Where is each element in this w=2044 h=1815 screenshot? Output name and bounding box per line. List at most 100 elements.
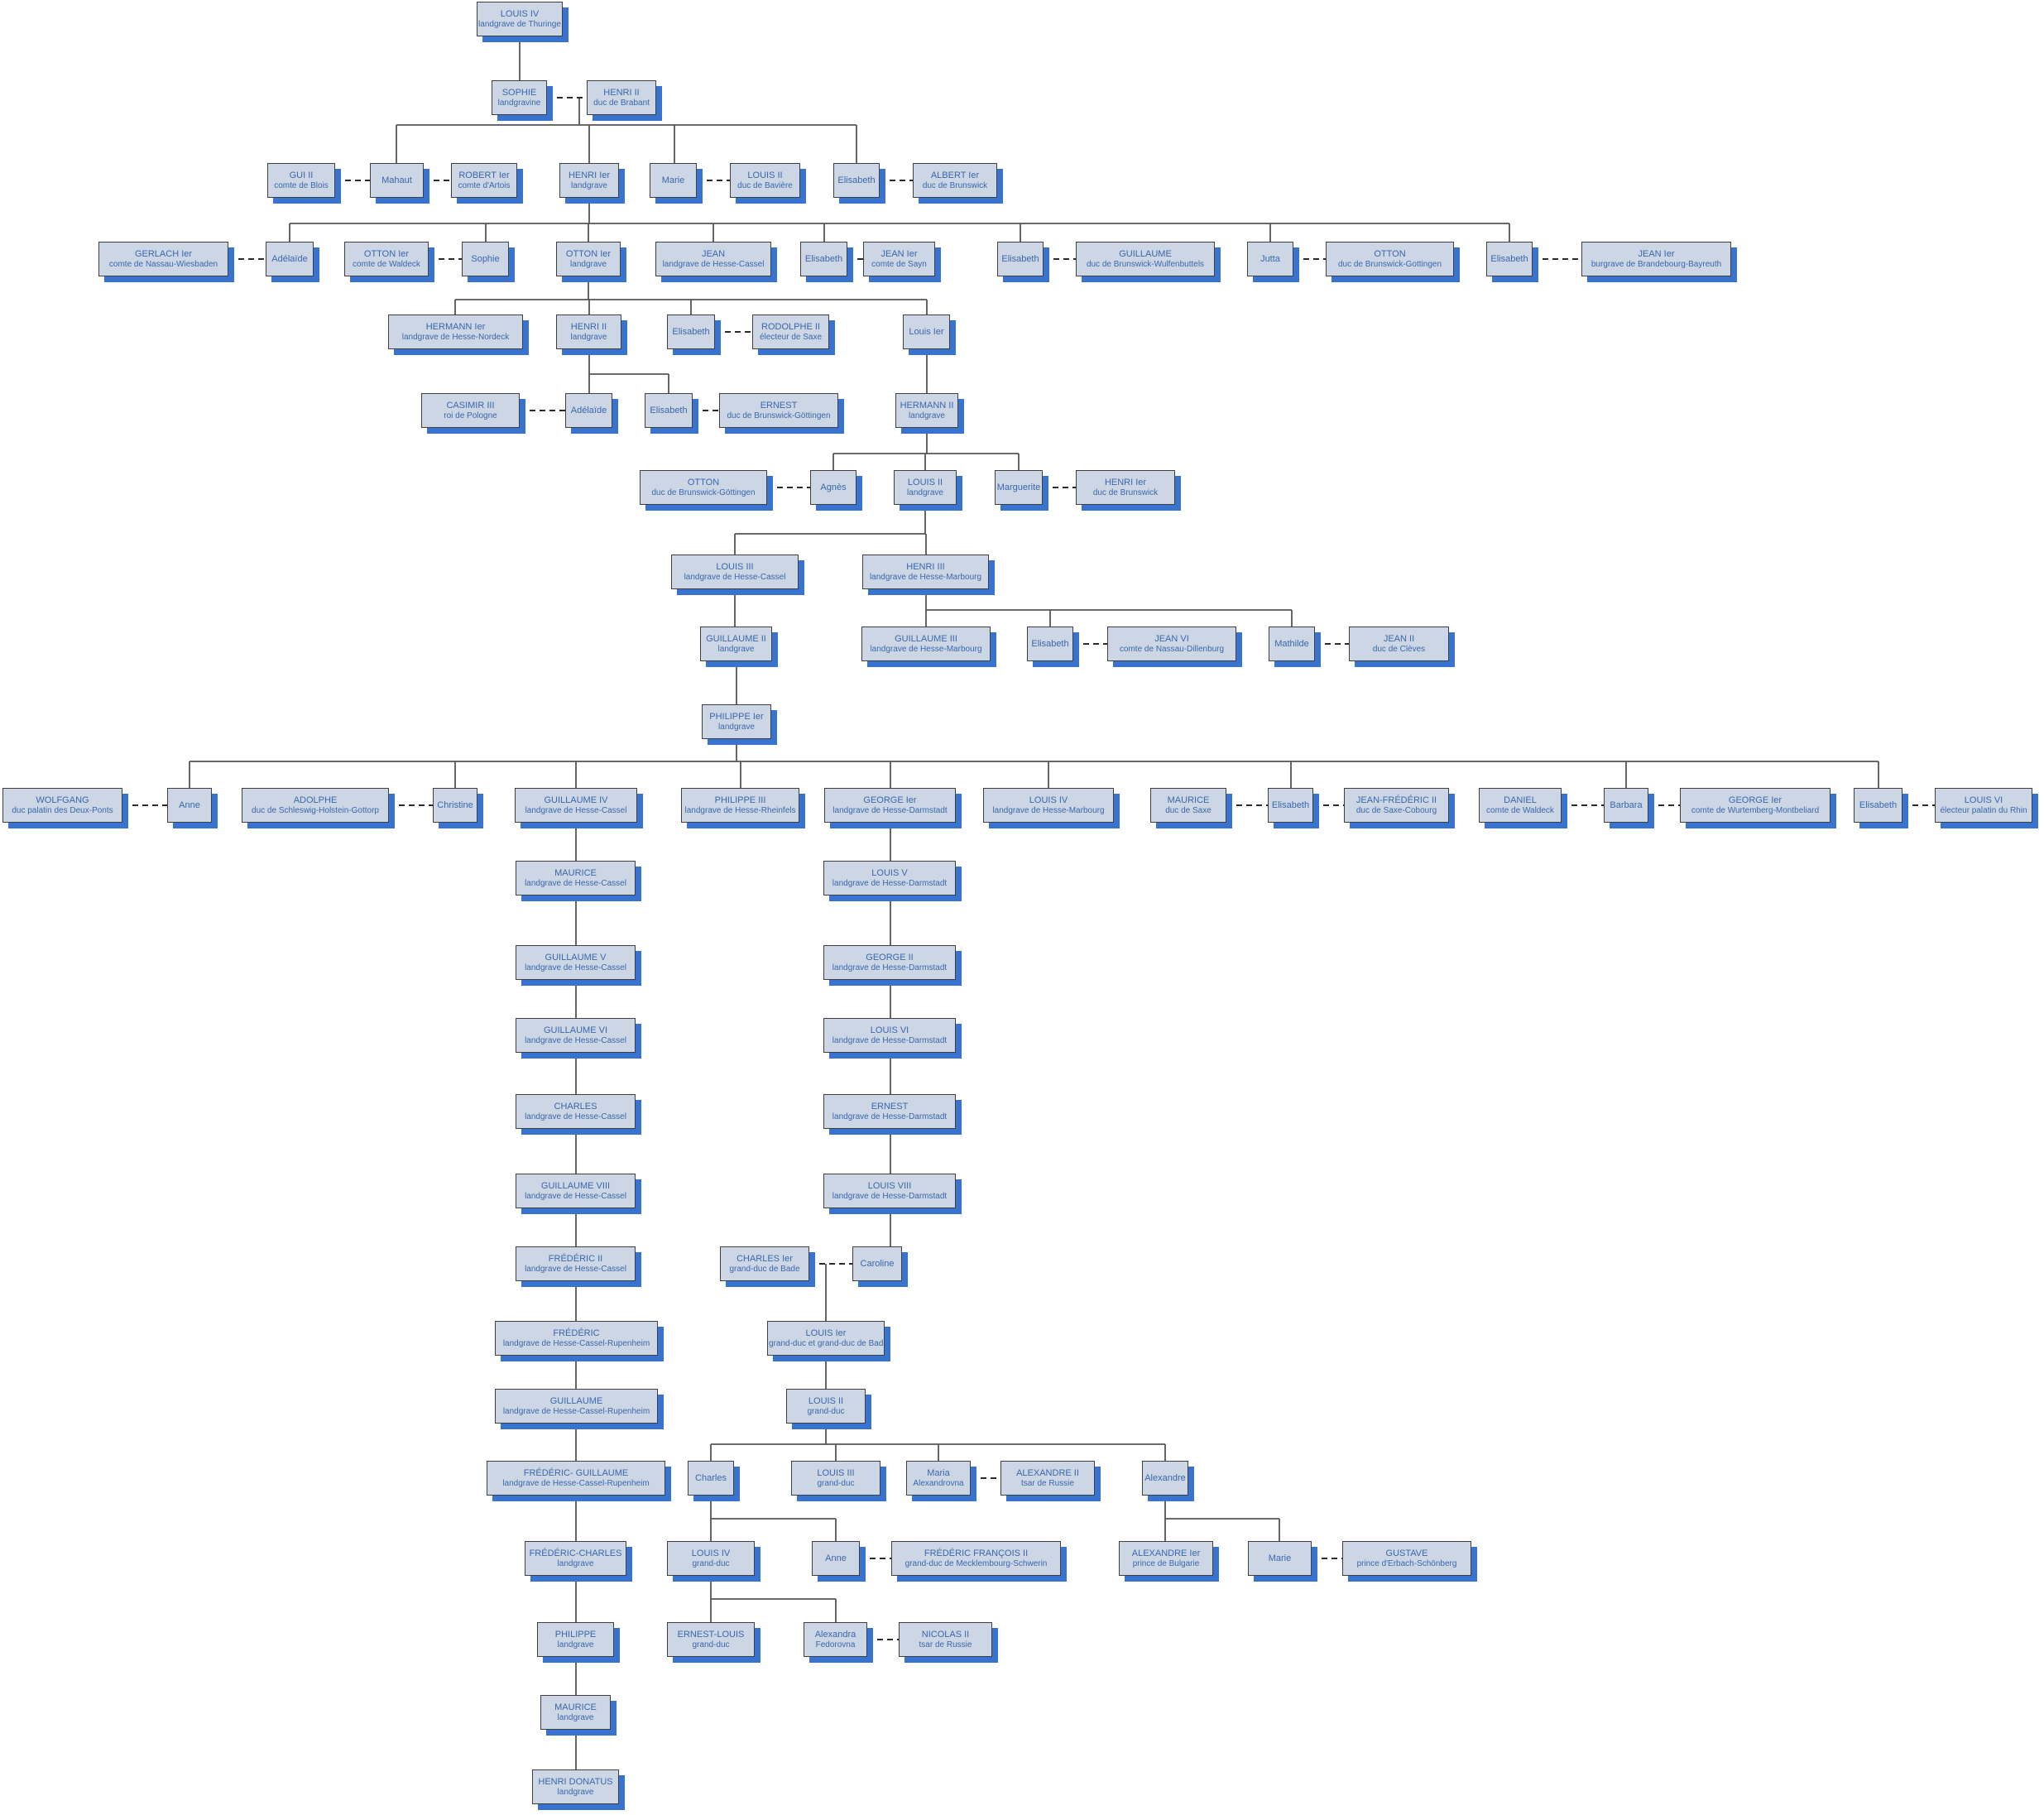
node-name: ADOLPHE <box>293 795 338 805</box>
tree-node-maurice-landgrave: MAURICE landgrave <box>540 1695 611 1730</box>
tree-node-sophie-b: Sophie <box>462 242 509 276</box>
node-name: Marie <box>1268 1553 1292 1563</box>
node-name: HENRI DONATUS <box>538 1776 613 1787</box>
tree-node-marie-b: Marie <box>1248 1541 1312 1576</box>
node-title: grand-duc de Mecklembourg-Schwerin <box>904 1558 1048 1568</box>
node-name: Barbara <box>1610 799 1643 810</box>
tree-node-jean1-brandebourg: JEAN Ier burgrave de Brandebourg-Bayreuth <box>1581 242 1731 276</box>
tree-node-mahaut: Mahaut <box>370 163 424 198</box>
node-title: landgrave <box>570 332 607 342</box>
node-name: FRÉDÉRIC II <box>548 1253 603 1264</box>
tree-node-jean2-cleves: JEAN II duc de Clèves <box>1349 627 1449 661</box>
node-name: LOUIS II <box>907 477 943 487</box>
tree-node-anne-b: Anne <box>812 1541 860 1576</box>
node-title: comte de Nassau-Wiesbaden <box>108 259 218 269</box>
node-title: Fedorovna <box>815 1640 856 1649</box>
node-name: Mathilde <box>1274 638 1309 649</box>
tree-node-henri2-landgrave: HENRI II landgrave <box>556 315 621 349</box>
node-title: landgrave <box>570 259 607 269</box>
node-name: Elisabeth <box>1031 638 1069 649</box>
node-title: comte de Waldeck <box>1486 805 1554 815</box>
node-title: landgrave <box>557 1787 594 1797</box>
node-name: GEORGE II <box>866 952 914 963</box>
tree-node-charles-hesse-cassel: CHARLES landgrave de Hesse-Cassel <box>516 1094 636 1129</box>
tree-node-elisabeth-i: Elisabeth <box>1854 788 1902 823</box>
tree-node-louis2-bade: LOUIS II grand-duc <box>786 1389 866 1424</box>
node-title: landgrave de Hesse-Marbourg <box>869 572 982 582</box>
node-name: DANIEL <box>1504 795 1537 805</box>
tree-node-louis4-grand-duc: LOUIS IV grand-duc <box>667 1541 755 1576</box>
node-name: GUSTAVE <box>1385 1548 1428 1558</box>
node-name: GUI II <box>289 170 314 180</box>
node-name: GUILLAUME VI <box>543 1025 608 1035</box>
tree-node-mathilde: Mathilde <box>1269 627 1315 661</box>
tree-node-philippe1-landgrave: PHILIPPE Ier landgrave <box>702 704 771 739</box>
tree-node-frederic-charles-landgrave: FRÉDÉRIC-CHARLES landgrave <box>525 1541 626 1576</box>
tree-node-louis6-hesse-darmstadt: LOUIS VI landgrave de Hesse-Darmstadt <box>823 1018 956 1053</box>
node-name: Alexandre <box>1144 1472 1186 1483</box>
node-name: OTTON <box>687 477 720 487</box>
node-name: Elisabeth <box>1859 799 1898 810</box>
tree-node-louis1-bade: LOUIS Ier grand-duc et grand-duc de Bade <box>767 1321 885 1356</box>
node-title: comte d'Artois <box>458 180 511 190</box>
node-name: Maria <box>927 1467 950 1478</box>
node-name: OTTON Ier <box>363 248 410 259</box>
node-name: LOUIS III <box>817 1467 855 1478</box>
tree-node-gerlach1-nassau: GERLACH Ier comte de Nassau-Wiesbaden <box>98 242 228 276</box>
tree-node-philippe3-rheinfels: PHILIPPE III landgrave de Hesse-Rheinfels <box>681 788 799 823</box>
tree-node-alexandre2-russie: ALEXANDRE II tsar de Russie <box>1000 1461 1095 1496</box>
node-title: landgrave de Hesse-Cassel <box>525 963 626 972</box>
tree-node-elisabeth-g: Elisabeth <box>1027 627 1073 661</box>
tree-node-ernest-hesse-darmstadt: ERNEST landgrave de Hesse-Darmstadt <box>823 1094 956 1129</box>
node-name: GUILLAUME <box>549 1395 603 1406</box>
tree-node-frederic-guillaume-rupenheim: FRÉDÉRIC- GUILLAUME landgrave de Hesse-Ca… <box>487 1461 665 1496</box>
tree-node-adelaide-a: Adélaïde <box>266 242 314 276</box>
node-name: HERMANN Ier <box>425 321 486 332</box>
tree-node-henri2-brabant: HENRI II duc de Brabant <box>587 80 656 115</box>
node-title: grand-duc <box>807 1406 845 1416</box>
node-title: prince de Bulgarie <box>1132 1558 1200 1568</box>
tree-node-louis8-hesse-darmstadt: LOUIS VIII landgrave de Hesse-Darmstadt <box>823 1174 956 1208</box>
node-name: NICOLAS II <box>921 1629 970 1640</box>
node-name: Anne <box>179 799 200 810</box>
node-name: GUILLAUME II <box>706 633 766 644</box>
tree-node-george2-hesse-darmstadt: GEORGE II landgrave de Hesse-Darmstadt <box>823 945 956 980</box>
node-name: LOUIS IV <box>1029 795 1068 805</box>
node-name: ERNEST-LOUIS <box>677 1629 745 1640</box>
node-name: Alexandra <box>814 1629 856 1640</box>
node-name: MAURICE <box>554 867 597 878</box>
node-name: PHILIPPE III <box>714 795 766 805</box>
node-title: landgrave de Hesse-Rheinfels <box>684 805 796 815</box>
node-title: grand-duc <box>817 1478 855 1488</box>
node-name: HENRI III <box>906 561 945 572</box>
tree-node-caroline: Caroline <box>852 1246 902 1281</box>
tree-node-guillaume8-hesse-cassel: GUILLAUME VIII landgrave de Hesse-Cassel <box>516 1174 636 1208</box>
tree-node-adelaide-b: Adélaïde <box>565 393 612 428</box>
node-title: comte de Waldeck <box>353 259 420 269</box>
node-title: landgrave <box>717 644 755 654</box>
tree-node-henri1-landgrave: HENRI Ier landgrave <box>559 163 619 198</box>
node-title: landgrave de Thuringe <box>478 19 561 29</box>
node-name: FRÉDÉRIC-CHARLES <box>529 1548 622 1558</box>
tree-node-guillaume6-hesse-cassel: GUILLAUME VI landgrave de Hesse-Cassel <box>516 1018 636 1053</box>
tree-node-guillaume-rupenheim: GUILLAUME landgrave de Hesse-Cassel-Rupen… <box>495 1389 658 1424</box>
node-title: duc de Brunswick <box>922 180 988 190</box>
tree-node-otton1-landgrave: OTTON Ier landgrave <box>556 242 621 276</box>
node-name: JEAN VI <box>1154 633 1189 644</box>
node-name: FRÉDÉRIC <box>553 1328 600 1338</box>
node-name: CASIMIR III <box>446 400 495 411</box>
tree-node-daniel-waldeck: DANIEL comte de Waldeck <box>1479 788 1562 823</box>
tree-node-wolfgang-deux-ponts: WOLFGANG duc palatin des Deux-Ponts <box>2 788 122 823</box>
node-title: landgrave <box>557 1558 594 1568</box>
node-name: HENRI II <box>570 321 607 332</box>
node-name: Elisabeth <box>672 326 710 337</box>
tree-node-louis4-thuringe: LOUIS IV landgrave de Thuringe <box>477 2 563 36</box>
tree-node-elisabeth-f: Elisabeth <box>645 393 693 428</box>
node-name: Adélaïde <box>271 253 308 264</box>
node-title: landgrave de Hesse-Cassel <box>525 1035 626 1045</box>
node-title: landgrave de Hesse-Cassel-Rupenheim <box>502 1406 650 1416</box>
node-name: Agnès <box>820 482 847 492</box>
node-name: GUILLAUME IV <box>544 795 608 805</box>
tree-node-elisabeth-a: Elisabeth <box>833 163 880 198</box>
node-title: landgrave de Hesse-Cassel <box>525 1264 626 1274</box>
